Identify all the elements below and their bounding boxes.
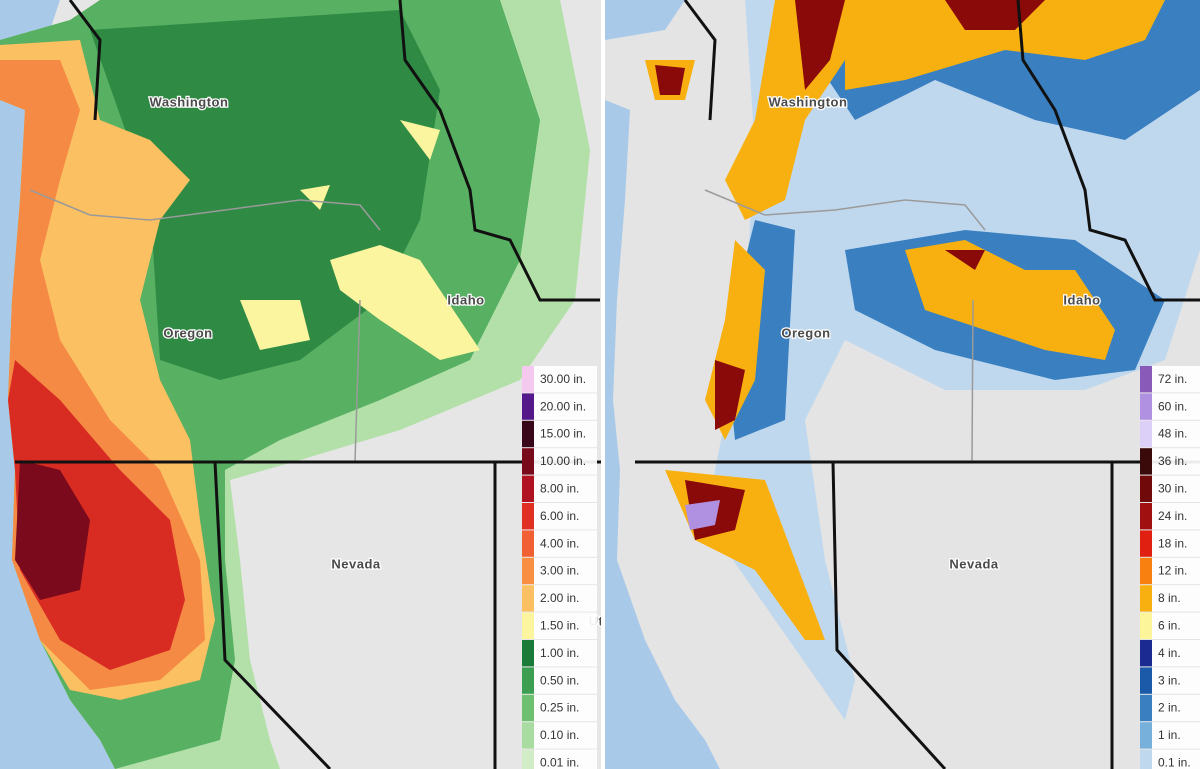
legend-bg [522, 503, 597, 530]
legend-swatch [522, 448, 534, 475]
legend-bg [522, 749, 597, 769]
legend-swatch [522, 475, 534, 502]
legend-swatch [1140, 722, 1152, 749]
state-label: Washington [769, 94, 848, 109]
legend-label: 60 in. [1158, 399, 1187, 413]
legend-swatch [522, 503, 534, 530]
legend-swatch [1140, 612, 1152, 639]
legend-label: 18 in. [1158, 536, 1187, 550]
legend-label: 4.00 in. [540, 536, 579, 550]
legend-swatch [522, 393, 534, 420]
rain-map: WashingtonOregonIdahoNevadaUt30.00 in.20… [0, 0, 601, 769]
legend-swatch [1140, 694, 1152, 722]
legend-swatch [522, 557, 534, 585]
legend-swatch [522, 722, 534, 749]
legend-label: 0.25 in. [540, 701, 579, 715]
legend-label: 36 in. [1158, 454, 1187, 468]
legend-swatch [522, 420, 534, 448]
legend-swatch [1140, 667, 1152, 694]
legend-label: 30 in. [1158, 481, 1187, 495]
legend-swatch [1140, 503, 1152, 530]
legend-label: 6 in. [1158, 618, 1181, 632]
state-label: Oregon [163, 325, 212, 340]
legend-swatch [522, 612, 534, 639]
legend-label: 1.00 in. [540, 646, 579, 660]
legend-label: 1.50 in. [540, 618, 579, 632]
legend-label: 8.00 in. [540, 481, 579, 495]
legend-bg [522, 722, 597, 749]
legend-label: 0.1 in. [1158, 755, 1191, 769]
border [635, 0, 1200, 769]
legend-label: 48 in. [1158, 427, 1187, 441]
legend-swatch [522, 694, 534, 722]
border [15, 0, 601, 769]
legend-bg [522, 612, 597, 639]
legend-swatch [522, 667, 534, 694]
state-line [29, 189, 381, 463]
state-label: Idaho [447, 292, 484, 307]
legend-label: 0.10 in. [540, 728, 579, 742]
legend-label: 72 in. [1158, 372, 1187, 386]
legend-label: 2 in. [1158, 701, 1181, 715]
legend-swatch [1140, 557, 1152, 585]
legend-bg [1140, 749, 1200, 769]
legend-swatch [1140, 475, 1152, 502]
legend-label: 10.00 in. [540, 454, 586, 468]
legend-swatch [522, 749, 534, 769]
legend-swatch [1140, 420, 1152, 448]
state-label: Washington [150, 94, 229, 109]
legend-bg [522, 475, 597, 502]
legend-label: 0.50 in. [540, 673, 579, 687]
legend-bg [522, 393, 597, 420]
state-label: Idaho [1063, 292, 1100, 307]
legend-swatch [1140, 530, 1152, 557]
snow-map: Washington Oregon Idaho Nevada 72 in. 60 in. 4… [605, 0, 1200, 769]
legend-bg [522, 667, 597, 694]
legend-swatch [1140, 749, 1152, 769]
snow-light [705, 0, 1200, 720]
legend-swatch [522, 585, 534, 612]
legend-swatch [522, 366, 534, 393]
legend-bg [522, 366, 597, 393]
legend-swatch [1140, 585, 1152, 612]
snow-deep [655, 0, 1045, 540]
legend-bg [522, 640, 597, 667]
legend-bg [522, 585, 597, 612]
legend-bg [522, 694, 597, 722]
legend-swatch [1140, 393, 1152, 420]
legend-swatch [522, 530, 534, 557]
state-label: Nevada [949, 556, 999, 571]
legend-label: 1 in. [1158, 728, 1181, 742]
legend-bg [522, 557, 597, 585]
legend-label: 24 in. [1158, 509, 1187, 523]
ocean [0, 0, 115, 769]
legend-swatch [522, 640, 534, 667]
legend-label: 3.00 in. [540, 564, 579, 578]
legend-label: 20.00 in. [540, 399, 586, 413]
ocean [605, 0, 720, 769]
legend-bg [522, 530, 597, 557]
state-line [704, 189, 986, 463]
snow-heavy [645, 0, 1165, 640]
dark-red [15, 460, 90, 600]
legend-label: 15.00 in. [540, 427, 586, 441]
legend-label: 30.00 in. [540, 372, 586, 386]
legend-swatch [1140, 640, 1152, 667]
state-label: Nevada [331, 556, 381, 571]
legend-label: 0.01 in. [540, 755, 579, 769]
legend-swatch [1140, 448, 1152, 475]
legend-bg [522, 420, 597, 448]
legend-label: 12 in. [1158, 564, 1187, 578]
legend-bg [522, 448, 597, 475]
state-label: Oregon [781, 325, 830, 340]
legend-label: 8 in. [1158, 591, 1181, 605]
legend-label: 3 in. [1158, 673, 1181, 687]
legend-label: 4 in. [1158, 646, 1181, 660]
legend-label: 6.00 in. [540, 509, 579, 523]
legend-label: 2.00 in. [540, 591, 579, 605]
legend-swatch [1140, 366, 1152, 393]
snow-extreme [685, 500, 720, 530]
yellow-patch [240, 120, 480, 360]
